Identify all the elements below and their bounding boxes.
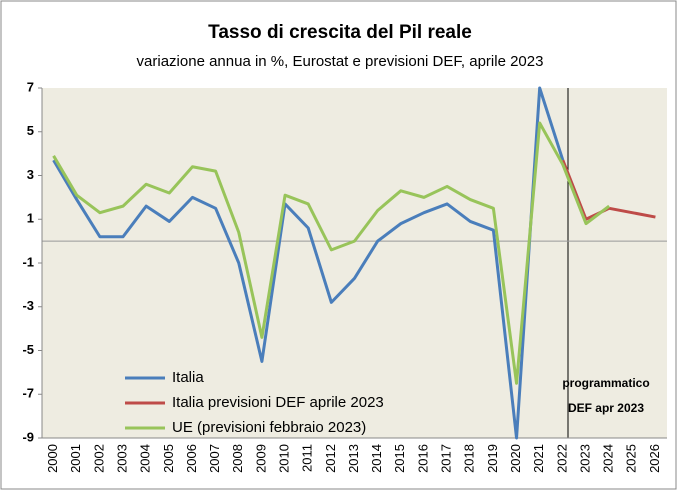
x-tick-label: 2009 [253, 444, 268, 473]
x-tick-label: 2004 [138, 444, 153, 473]
x-tick-label: 2012 [323, 444, 338, 473]
y-tick-label: -9 [22, 429, 34, 444]
y-tick-label: -3 [22, 298, 34, 313]
chart-title: Tasso di crescita del Pil reale [208, 22, 472, 43]
y-tick-label: 7 [27, 79, 34, 94]
series-line [52, 121, 611, 385]
y-tick-label: 5 [27, 123, 34, 138]
x-tick-label: 2015 [392, 444, 407, 473]
x-tick-label: 2000 [45, 444, 60, 473]
x-tick-label: 2025 [624, 444, 639, 473]
x-tick-label: 2011 [300, 444, 315, 472]
x-tick-label: 2010 [276, 444, 291, 473]
x-tick-label: 2016 [415, 444, 430, 473]
x-tick-label: 2019 [485, 444, 500, 473]
x-tick-label: 2003 [114, 444, 129, 473]
x-tick-label: 2013 [346, 444, 361, 473]
x-tick-label: 2001 [68, 444, 83, 473]
y-tick-label: -1 [22, 254, 34, 269]
series-line [52, 86, 565, 440]
series-line [561, 159, 656, 221]
x-tick-label: 2024 [601, 444, 616, 473]
x-tick-label: 2006 [184, 444, 199, 473]
x-tick-label: 2022 [554, 444, 569, 473]
x-tick-label: 2018 [462, 444, 477, 473]
y-tick-label: -7 [22, 386, 34, 401]
legend-label: Italia previsioni DEF aprile 2023 [172, 394, 384, 411]
x-tick-label: 2021 [531, 444, 546, 473]
x-tick-label: 2017 [439, 444, 454, 473]
x-tick-label: 2020 [508, 444, 523, 473]
x-tick-label: 2007 [207, 444, 222, 473]
annotation: DEF apr 2023 [568, 401, 644, 415]
x-tick-label: 2002 [91, 444, 106, 473]
legend-label: Italia [172, 369, 204, 386]
x-tick-label: 2014 [369, 444, 384, 473]
x-tick-label: 2023 [577, 444, 592, 473]
plot-area [42, 88, 667, 438]
legend-label: UE (previsioni febbraio 2023) [172, 419, 366, 436]
y-tick-label: 3 [27, 167, 34, 182]
y-tick-label: 1 [27, 211, 34, 226]
chart-subtitle: variazione annua in %, Eurostat e previs… [137, 53, 544, 70]
x-tick-label: 2026 [647, 444, 662, 473]
x-tick-label: 2008 [230, 444, 245, 473]
x-tick-label: 2005 [161, 444, 176, 473]
annotation: programmatico [562, 376, 649, 390]
y-tick-label: -5 [22, 342, 34, 357]
